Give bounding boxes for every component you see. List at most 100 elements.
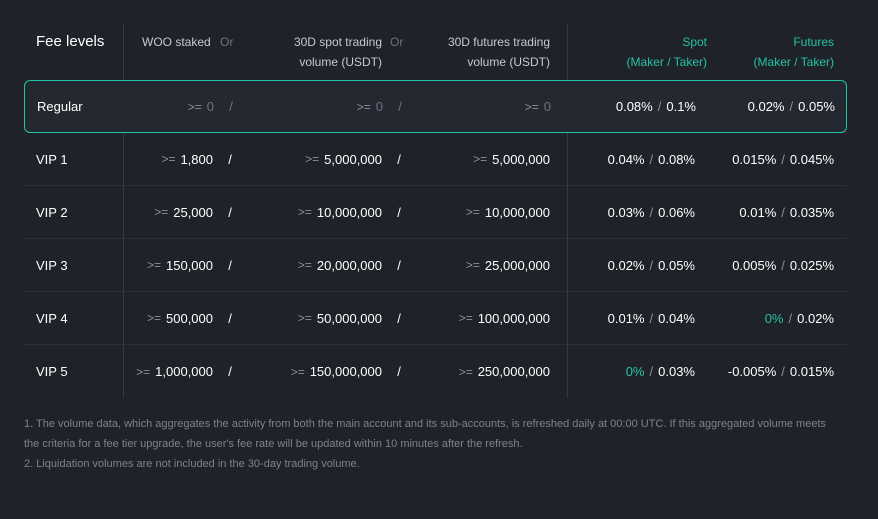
spot-maker-fee: 0.02%	[607, 257, 645, 273]
spot-heading-sub: (Maker / Taker)	[626, 55, 707, 69]
footnote-2: 2. Liquidation volumes are not included …	[24, 458, 360, 470]
gte-symbol: >=	[458, 364, 473, 379]
spot-volume-amount: 5,000,000	[324, 151, 382, 167]
spot-fee: 0.02%/0.05%	[584, 239, 695, 291]
spot-fee: 0.03%/0.06%	[584, 186, 695, 238]
or-separator: /	[398, 99, 402, 114]
spot-taker-fee: 0.05%	[658, 257, 695, 273]
spot-volume-amount: 50,000,000	[316, 310, 382, 326]
spot-fee: 0.04%/0.08%	[584, 133, 695, 185]
futures-volume-amount: 250,000,000	[477, 364, 550, 379]
woo-staked-amount: 1,000,000	[155, 364, 213, 379]
futures-heading: Futures (Maker / Taker)	[714, 24, 834, 80]
futures-maker-fee: 0.015%	[732, 151, 777, 167]
fee-separator: /	[781, 364, 785, 379]
gte-symbol: >=	[146, 258, 161, 272]
table-row: VIP 2 >= 25,000 / >= 10,000,000 / >= 10,000,000 0…	[24, 186, 847, 239]
fee-separator: /	[781, 151, 785, 167]
fee-level-label: VIP 5	[36, 364, 68, 379]
woo-staked-value: >= 1,800	[124, 133, 213, 185]
spot-volume-value: >= 5,000,000	[269, 133, 382, 185]
spot-heading: Spot (Maker / Taker)	[584, 24, 707, 80]
spot-volume-amount: 0	[375, 99, 383, 114]
futures-maker-fee: -0.005%	[727, 364, 777, 379]
woo-staked-value: >= 25,000	[124, 186, 213, 238]
gte-symbol: >=	[146, 311, 161, 325]
futures-volume-amount: 100,000,000	[477, 310, 550, 326]
woo-staked-amount: 25,000	[173, 204, 213, 220]
futures-volume-amount: 5,000,000	[492, 151, 550, 167]
futures-fee: -0.005% / 0.015%	[714, 345, 834, 398]
spot-taker-fee: 0.06%	[658, 204, 695, 220]
woo-staked-amount: 150,000	[166, 257, 213, 273]
fee-level-label: VIP 1	[36, 151, 68, 167]
woo-staked-heading: WOO staked	[142, 35, 211, 49]
spot-volume-value: >= 50,000,000	[269, 292, 382, 344]
gte-symbol: >=	[458, 311, 473, 325]
or-separator: /	[397, 257, 401, 273]
futures-maker-fee: 0.005%	[732, 257, 777, 273]
or-label: Or	[390, 35, 404, 49]
futures-volume-heading: 30D futures trading volume (USDT)	[447, 35, 550, 69]
futures-volume-value: >= 250,000,000	[419, 345, 550, 398]
gte-symbol: >=	[305, 152, 320, 166]
spot-maker-fee: 0.04%	[607, 151, 645, 167]
woo-staked-value: >= 500,000	[124, 292, 213, 344]
spot-taker-fee: 0.08%	[658, 151, 695, 167]
futures-heading-title: Futures	[793, 35, 834, 49]
spot-taker-fee: 0.1%	[666, 99, 696, 114]
or-separator: /	[228, 151, 232, 167]
futures-taker-fee: 0.045%	[789, 151, 834, 167]
column-divider	[567, 24, 568, 398]
woo-staked-value: >= 150,000	[124, 239, 213, 291]
gte-symbol: >=	[154, 205, 169, 219]
fee-level-label: VIP 2	[36, 204, 68, 220]
spot-volume-amount: 150,000,000	[309, 364, 382, 379]
or-separator: /	[228, 257, 232, 273]
spot-taker-fee: 0.03%	[658, 364, 695, 379]
woo-staked-amount: 500,000	[166, 310, 213, 326]
fee-separator: /	[781, 204, 785, 220]
gte-symbol: >=	[297, 205, 312, 219]
futures-fee: 0.015%/0.045%	[714, 133, 834, 185]
futures-taker-fee: 0.015%	[789, 364, 834, 379]
or-label: Or	[220, 35, 234, 49]
fee-level-label: VIP 4	[36, 310, 68, 326]
or-separator: /	[228, 310, 232, 326]
fee-levels-heading: Fee levels	[36, 33, 105, 50]
table-row: VIP 5 >= 1,000,000 / >= 150,000,000 / >= 250,000…	[24, 345, 847, 398]
table-header: Fee levels WOO staked Or 30D spot tradin…	[24, 24, 847, 80]
fee-separator: /	[649, 364, 654, 379]
futures-fee: 0%/0.02%	[714, 292, 834, 344]
gte-symbol: >=	[161, 152, 176, 166]
futures-fee: 0.005%/0.025%	[714, 239, 834, 291]
futures-volume-value: >= 0	[420, 81, 551, 132]
or-separator: /	[228, 204, 232, 220]
futures-maker-fee: 0%	[764, 310, 784, 326]
woo-staked-value: >= 1,000,000	[124, 345, 213, 398]
fee-separator: /	[649, 204, 654, 220]
spot-maker-fee: 0.01%	[607, 310, 645, 326]
spot-heading-title: Spot	[682, 35, 707, 49]
column-divider	[123, 24, 124, 398]
or-separator: /	[397, 310, 401, 326]
gte-symbol: >=	[465, 205, 480, 219]
futures-volume-amount: 10,000,000	[484, 204, 550, 220]
futures-taker-fee: 0.02%	[797, 310, 834, 326]
spot-fee: 0.08% / 0.1%	[585, 81, 696, 132]
spot-maker-fee: 0.08%	[615, 99, 653, 114]
futures-volume-amount: 0	[543, 99, 551, 114]
spot-volume-value: >= 10,000,000	[269, 186, 382, 238]
gte-symbol: >=	[297, 311, 312, 325]
spot-maker-fee: 0%	[625, 364, 645, 379]
table-row: Regular >= 0 / >= 0 / >= 0 0.08% / 0.1% 0.02% / 0.05%	[24, 80, 847, 133]
or-separator: /	[229, 99, 233, 114]
spot-volume-value: >= 0	[270, 81, 383, 132]
gte-symbol: >=	[136, 364, 151, 379]
spot-fee: 0.01%/0.04%	[584, 292, 695, 344]
spot-maker-fee: 0.03%	[607, 204, 645, 220]
footnote-1: 1. The volume data, which aggregates the…	[24, 418, 827, 450]
gte-symbol: >=	[290, 364, 305, 379]
gte-symbol: >=	[473, 152, 488, 166]
table-row: VIP 4 >= 500,000 / >= 50,000,000 / >= 100,000,00…	[24, 292, 847, 345]
